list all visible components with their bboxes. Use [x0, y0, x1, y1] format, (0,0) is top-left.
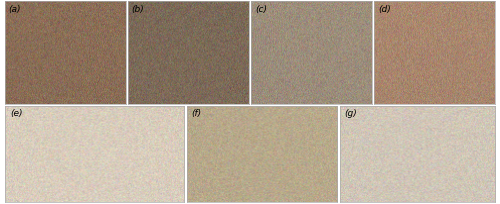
Text: (a): (a) [8, 5, 21, 14]
Text: (g): (g) [344, 109, 357, 118]
Text: (c): (c) [255, 5, 267, 14]
Text: (e): (e) [10, 109, 23, 118]
Text: (d): (d) [378, 5, 390, 14]
Text: (f): (f) [192, 109, 202, 118]
Text: (b): (b) [132, 5, 144, 14]
